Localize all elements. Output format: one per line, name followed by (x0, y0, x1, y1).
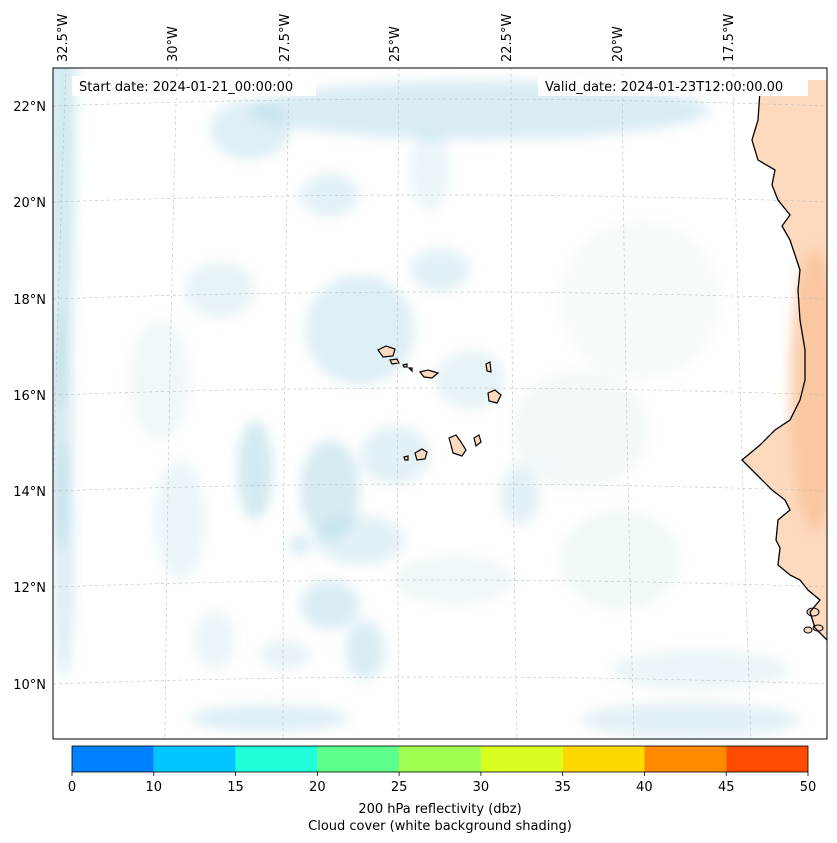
cloud-patch (360, 425, 430, 485)
cloud-patch (610, 650, 790, 690)
start-date-box (72, 76, 316, 96)
island (418, 369, 440, 379)
cloud-patch (54, 440, 74, 680)
cloud-patch (410, 248, 470, 292)
colorbar-tick-label: 15 (227, 780, 244, 795)
lon-label: 22.5°W (500, 14, 515, 62)
colorbar-tick-label: 35 (554, 780, 571, 795)
parallel-line (53, 483, 827, 492)
lat-label: 16°N (13, 389, 46, 404)
island (389, 358, 400, 365)
colorbar-segment (153, 746, 236, 772)
colorbar-label-line2: Cloud cover (white background shading) (308, 819, 572, 834)
valid-date-text: Valid_date: 2024-01-23T12:00:00.00 (545, 80, 783, 95)
parallel-line (53, 387, 827, 396)
colorbar: 0 10 15 20 25 30 35 40 45 50 (68, 745, 817, 795)
cloud-patch (155, 460, 205, 580)
lat-label: 14°N (13, 485, 46, 500)
colorbar-segment (562, 746, 645, 772)
cloud-patch (185, 262, 255, 318)
parallel-line (53, 194, 827, 203)
latitude-labels: 22°N 20°N 18°N 16°N 14°N 12°N 10°N (13, 100, 46, 693)
cloud-patch (210, 100, 290, 160)
lon-label: 32.5°W (56, 14, 71, 62)
colorbar-segment (72, 746, 154, 772)
colorbar-tick-label: 0 (68, 780, 76, 795)
map-panel: Start date: 2024-01-21_00:00:00 Valid_da… (52, 67, 828, 740)
cloud-patch (410, 130, 450, 210)
island (473, 434, 482, 448)
colorbar-segment (317, 746, 400, 772)
cloud-patch (560, 220, 720, 380)
cloud-patch (288, 535, 312, 555)
lon-label: 30°W (166, 26, 181, 62)
cloud-patch (580, 702, 800, 738)
cloud-patch (305, 275, 415, 385)
map-frame (52, 67, 828, 740)
colorbar-segment (480, 746, 563, 772)
colorbar-segment (399, 746, 481, 772)
cloud-cover-shading (53, 68, 800, 738)
valid-date-box (538, 76, 808, 96)
cloud-patch (300, 440, 360, 540)
cloud-patch (315, 515, 405, 565)
colorbar-label-line1: 200 hPa reflectivity (dbz) (358, 802, 521, 817)
cloud-patch (130, 320, 190, 440)
land-warm-patch (790, 250, 827, 530)
lat-label: 18°N (13, 293, 46, 308)
island (407, 367, 413, 373)
colorbar-segment (726, 746, 808, 772)
colorbar-tick-label: 25 (391, 780, 408, 795)
lat-label: 22°N (13, 100, 46, 115)
lat-label: 10°N (13, 678, 46, 693)
colorbar-segment (235, 746, 318, 772)
lat-label: 12°N (13, 581, 46, 596)
colorbar-tick-label: 50 (800, 780, 817, 795)
colorbar-tick-label: 30 (473, 780, 490, 795)
lon-label: 20°W (611, 26, 626, 62)
island (402, 363, 408, 368)
meridian-line (732, 68, 752, 739)
colorbar-tick-label: 20 (309, 780, 326, 795)
coastal-island (803, 626, 813, 634)
colorbar-segment (644, 746, 727, 772)
island (403, 455, 409, 461)
cloud-patch (190, 704, 350, 732)
cloud-patch (500, 465, 540, 525)
cloud-patch (560, 510, 680, 610)
longitude-labels: 32.5°W 30°W 27.5°W 25°W 22.5°W 20°W 17.5… (56, 14, 737, 62)
cloud-patch (237, 420, 273, 520)
cloud-patch (345, 620, 385, 680)
parallel-line (53, 291, 827, 300)
start-date-text: Start date: 2024-01-21_00:00:00 (79, 80, 293, 95)
parallel-line (53, 676, 827, 685)
colorbar-tick-label: 45 (718, 780, 735, 795)
lat-label: 20°N (13, 196, 46, 211)
cloud-patch (300, 580, 360, 630)
cloud-patch (300, 173, 360, 217)
colorbar-tick-label: 10 (146, 780, 163, 795)
cloud-patch (510, 370, 650, 490)
island (377, 345, 396, 358)
colorbar-frame (71, 745, 809, 773)
colorbar-tick-label: 40 (636, 780, 653, 795)
graticule (53, 68, 827, 739)
island (414, 448, 428, 461)
parallel-line (53, 579, 827, 588)
lon-label: 17.5°W (722, 14, 737, 62)
cloud-patch (260, 640, 310, 670)
island (448, 434, 467, 457)
cloud-patch (195, 610, 235, 670)
island (487, 389, 502, 404)
africa-coastline (741, 89, 827, 641)
lon-label: 25°W (388, 26, 403, 62)
lon-label: 27.5°W (278, 14, 293, 62)
island (485, 361, 492, 373)
parallel-line (53, 98, 827, 107)
